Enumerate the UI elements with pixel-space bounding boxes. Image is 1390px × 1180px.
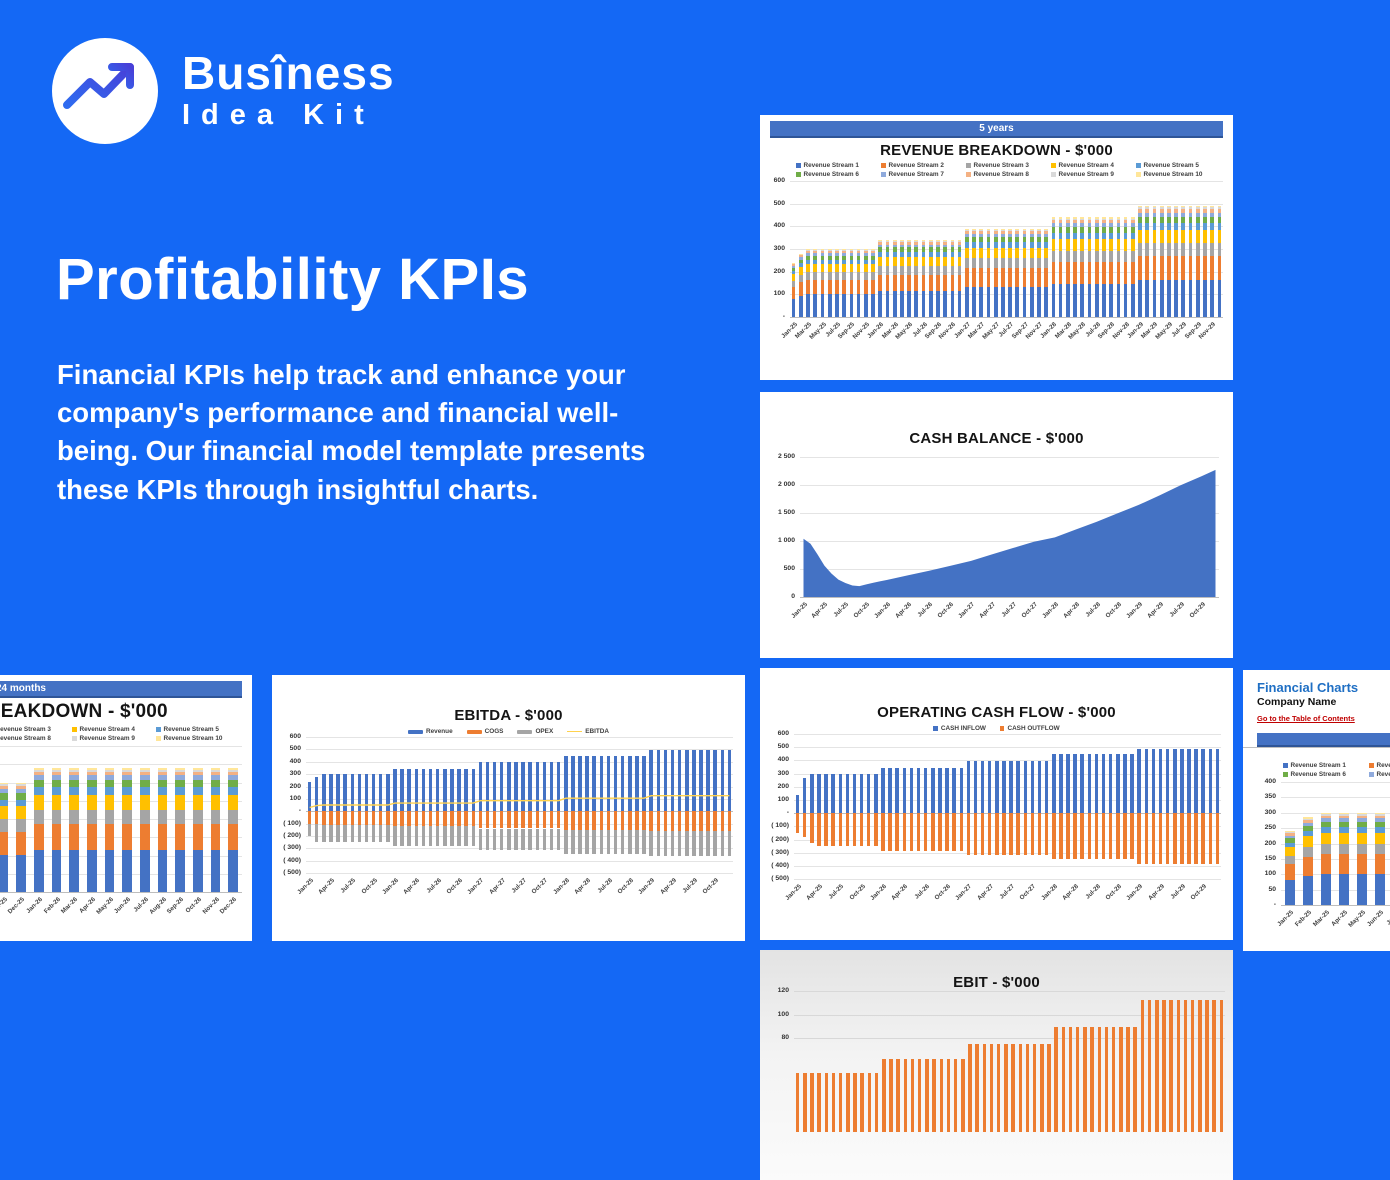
chart-title-revenue-5y: REVENUE BREAKDOWN - $'000 — [880, 142, 1113, 159]
chart-title-revenue-24m: REVENUE BREAKDOWN - $'000 — [0, 701, 168, 722]
legend-ebitda: Revenue COGS OPEX EBITDA — [272, 728, 745, 735]
y-axis-ebitda: 600 500 400 300 200 100-( 100)( 200)( 300)( 4… — [283, 733, 301, 876]
x-axis-revenue-24m: Jan-25Feb-25Mar-25Apr-25May-25Jun-25Jul-… — [0, 896, 239, 916]
logo-circle — [52, 38, 158, 144]
x-axis-ocf: Jan-25 Apr-25 Jul-25 Oct-25 Jan-26 Apr-26 Jul-… — [783, 883, 1209, 902]
plot-revenue-5y — [790, 181, 1223, 318]
x-axis-revenue-5y: Jan-25 Mar-25 May-25 Jul-25 Sep-25 Nov-25 Jan-… — [779, 321, 1218, 341]
brand-name: Busîness Idea Kit — [182, 50, 395, 132]
plot-ocf — [794, 734, 1221, 880]
chart-title-ebit: EBIT - $'000 — [953, 974, 1040, 991]
card-ebit: EBIT - $'000 120 100 80 — [760, 950, 1233, 1180]
panel-company-name: Company Name — [1257, 696, 1337, 708]
page-description: Financial KPIs help track and enhance yo… — [57, 359, 646, 505]
card-cash-balance: CASH BALANCE - $'000 2 500 2 000 1 500 1 00… — [760, 392, 1233, 658]
card-operating-cash-flow: OPERATING CASH FLOW - $'000 CASH INFLOW C… — [760, 668, 1233, 940]
page-background: { "page": {"background":"#1468F5","card_… — [0, 38, 1390, 1180]
plot-ebitda — [306, 737, 733, 874]
x-axis-panel-24m: Jan-25 Feb-25 Mar-25 Apr-25 May-25 Jun-25 Jul-… — [1276, 909, 1390, 929]
legend-revenue-5y: Revenue Stream 1 Revenue Stream 2 Revenue … — [796, 162, 1221, 178]
brand-name-line2: Idea Kit — [182, 99, 375, 131]
card-revenue-breakdown-24m: 24 months REVENUE BREAKDOWN - $'000 Reve… — [0, 675, 252, 941]
page-title: Profitability KPIs — [56, 247, 530, 312]
y-axis-ebit: 120 100 80 — [777, 987, 789, 1042]
y-axis-ocf: 600 500 400 300 200 100-( 100)( 200)( 300)( 4… — [771, 730, 789, 882]
plot-cash-balance — [800, 457, 1219, 598]
card-financial-charts-panel: Financial Charts Company Name Go to the … — [1243, 670, 1390, 951]
brand-name-line1: Busîness — [182, 47, 395, 99]
brand-logo: Busîness Idea Kit — [52, 38, 395, 144]
panel-period-tab — [1257, 733, 1390, 747]
plot-ebit — [794, 968, 1225, 1132]
plot-revenue-24m — [0, 746, 242, 893]
panel-title: Financial Charts — [1257, 680, 1359, 695]
table-of-contents-link[interactable]: Go to the Table of Contents — [1257, 714, 1355, 723]
plot-panel-24m — [1281, 782, 1390, 906]
x-axis-ebitda: Jan-25 Apr-25 Jul-25 Oct-25 Jan-26 Apr-26 Jul-… — [295, 877, 721, 896]
panel-tab-row — [1243, 733, 1390, 748]
chart-title-cash-balance: CASH BALANCE - $'000 — [909, 430, 1084, 447]
card-ebitda: EBITDA - $'000 Revenue COGS OPEX EBITDA 600… — [272, 675, 745, 941]
trend-arrow-icon — [63, 63, 134, 109]
legend-ocf: CASH INFLOW CASH OUTFLOW — [760, 725, 1233, 732]
chart-title-ebitda: EBITDA - $'000 — [454, 707, 563, 724]
chart-title-ocf: OPERATING CASH FLOW - $'000 — [877, 704, 1116, 721]
y-axis-revenue-5y: 600 500 400 300 200 100- — [773, 177, 785, 320]
period-tab-5-years: 5 years — [770, 121, 1223, 138]
y-axis-panel-24m: 400 350 300 250 200 150 100 50- — [1264, 778, 1276, 908]
y-axis-cash-balance: 2 500 2 000 1 500 1 000 500 0 — [777, 453, 795, 600]
period-tab-24-months: 24 months — [0, 681, 242, 698]
x-axis-cash-balance: Jan-25 Apr-25 Jul-25 Oct-25 Jan-26 Apr-26 Jul-… — [789, 601, 1207, 620]
card-revenue-breakdown-5y: 5 years REVENUE BREAKDOWN - $'000 Revenu… — [760, 115, 1233, 380]
